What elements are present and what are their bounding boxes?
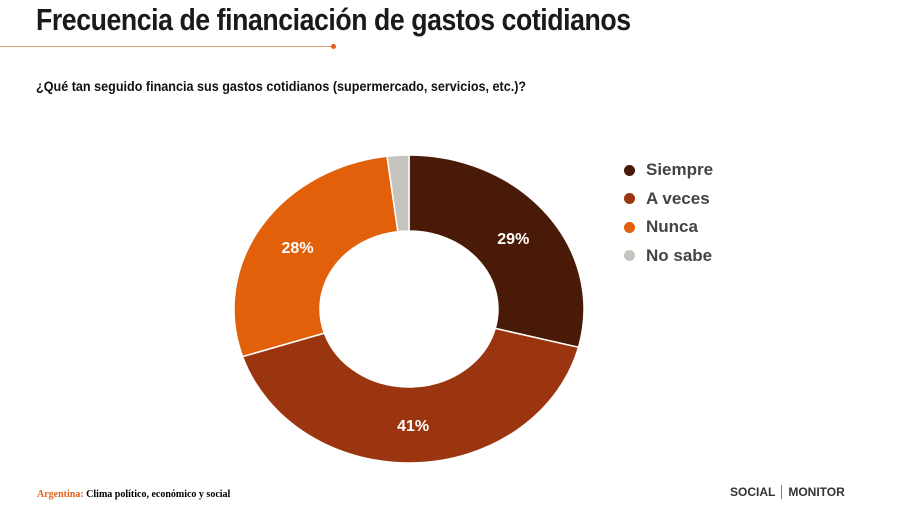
legend-swatch [624, 221, 635, 233]
chart-question: ¿Qué tan seguido financia sus gastos cot… [36, 78, 527, 94]
legend: Siempre A veces Nunca No sabe [624, 156, 713, 270]
logos: SOCIAL MONITOR [730, 485, 845, 499]
slice-no-sabe [386, 154, 410, 233]
legend-label: Siempre [646, 160, 714, 180]
data-label: 41% [397, 418, 429, 435]
legend-item-nunca: Nunca [624, 213, 713, 242]
legend-swatch [624, 193, 635, 205]
legend-swatch [624, 250, 635, 262]
slice-siempre [408, 154, 585, 349]
social-logo: SOCIAL [730, 485, 776, 499]
logo-separator [781, 485, 783, 499]
legend-item-siempre: Siempre [624, 156, 713, 185]
title-divider [0, 46, 334, 47]
legend-label: A veces [646, 188, 710, 208]
footer-country: Argentina: [37, 489, 84, 500]
slice-a-veces [241, 327, 580, 464]
page-title: Frecuencia de financiación de gastos cot… [36, 2, 631, 37]
slice-nunca [233, 155, 399, 358]
divider-dot [331, 44, 336, 49]
legend-item-a-veces: A veces [624, 185, 713, 214]
data-label: 28% [282, 240, 314, 257]
footer-text: Clima político, económico y social [86, 489, 231, 500]
data-label: 29% [497, 231, 529, 248]
legend-label: Nunca [646, 217, 698, 237]
legend-item-no-sabe: No sabe [624, 242, 713, 271]
legend-label: No sabe [646, 245, 713, 265]
monitor-logo: MONITOR [788, 485, 845, 499]
legend-swatch [624, 164, 635, 176]
footer: Argentina: Clima político, económico y s… [37, 489, 230, 500]
